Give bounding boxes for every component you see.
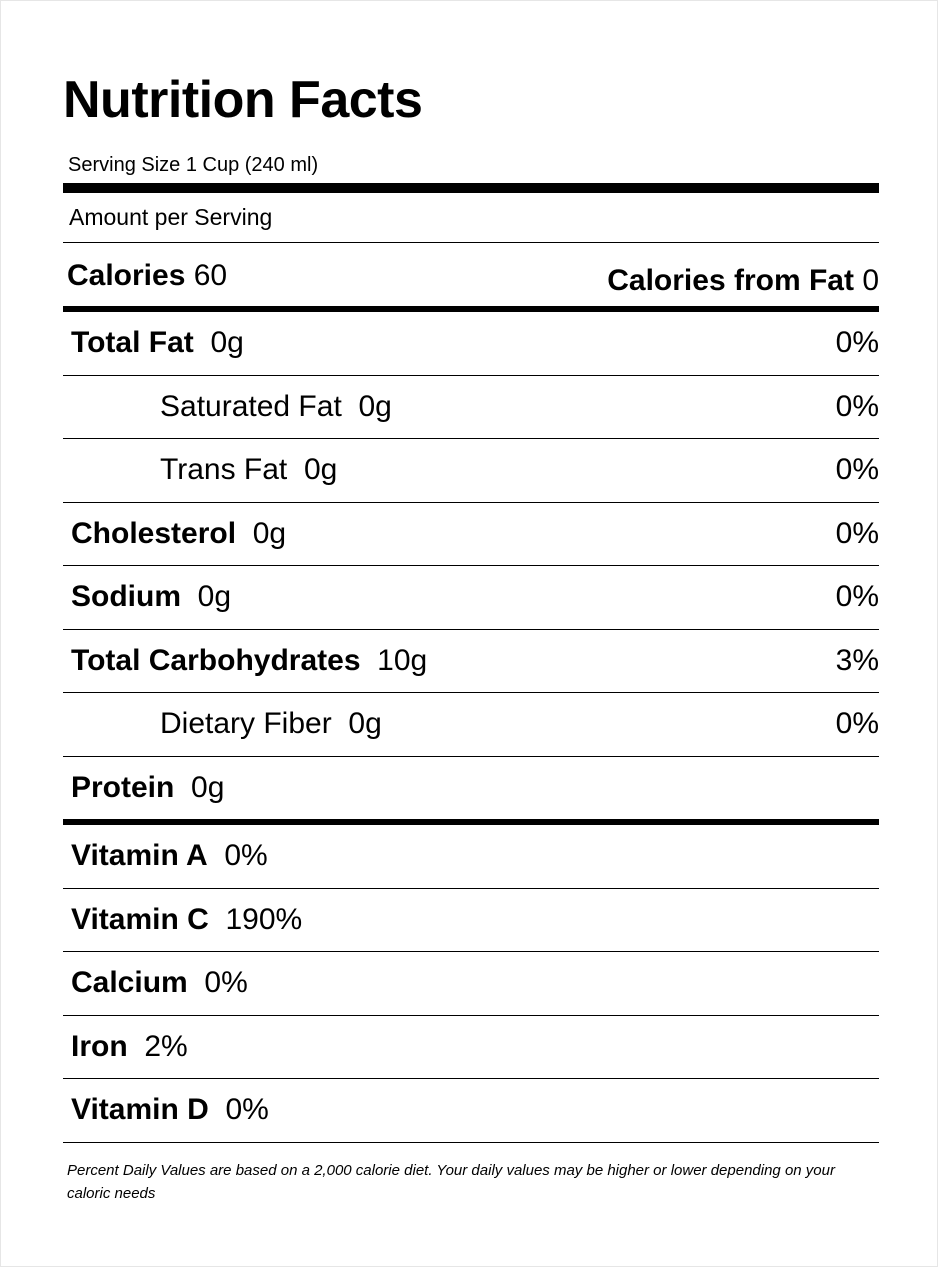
- nutrient-row: Calcium 0%: [63, 952, 879, 1016]
- daily-value: 3%: [835, 643, 879, 677]
- nutrient-name: Vitamin D: [71, 1093, 209, 1126]
- nutrient: Total Fat 0g: [71, 312, 244, 375]
- nutrient-name: Vitamin C: [71, 902, 209, 936]
- nutrient-row: Saturated Fat 0g 0%: [63, 376, 879, 439]
- calories: Calories 60: [67, 259, 227, 306]
- nutrient: Protein 0g: [71, 757, 224, 820]
- nutrient-amount: 190%: [225, 902, 303, 936]
- calories-from-fat-value: 0: [862, 264, 879, 297]
- nutrients: Total Fat 0g 0% Saturated Fat 0g 0% Trans Fa…: [63, 312, 879, 825]
- daily-value: 0%: [835, 389, 879, 423]
- nutrient-amount: 0%: [225, 1093, 269, 1126]
- nutrient-row: Vitamin C 190%: [63, 889, 879, 952]
- nutrient-name: Total Carbohydrates: [71, 643, 361, 677]
- calories-label: Calories: [67, 259, 186, 292]
- nutrient: Sodium 0g: [71, 566, 231, 629]
- footnote: Percent Daily Values are based on a 2,00…: [67, 1161, 835, 1202]
- nutrient-name: Vitamin A: [71, 839, 208, 872]
- nutrient-name: Total Fat: [71, 326, 194, 359]
- calories-from-fat-label: Calories from Fat: [607, 264, 854, 297]
- nutrient-amount: 10g: [377, 643, 428, 677]
- nutrient-name: Calcium: [71, 966, 188, 999]
- calories-value: 60: [193, 259, 228, 292]
- amount-per-serving: Amount per Serving: [63, 193, 879, 243]
- nutrient: Saturated Fat 0g: [160, 376, 392, 439]
- nutrient: Vitamin A 0%: [71, 825, 268, 888]
- nutrient-amount: 0%: [224, 839, 268, 872]
- nutrient-row: Vitamin D 0%: [63, 1079, 879, 1143]
- nutrient-amount: 0g: [197, 580, 232, 613]
- nutrient-row: Cholesterol 0g 0%: [63, 503, 879, 566]
- calories-from-fat: Calories from Fat 0: [607, 264, 879, 306]
- daily-value: 0%: [835, 453, 879, 486]
- nutrition-label: Nutrition Facts Serving Size 1 Cup (240 …: [63, 70, 879, 1205]
- daily-value: 0%: [835, 516, 879, 550]
- nutrient-amount: 2%: [144, 1029, 188, 1063]
- nutrient-name: Protein: [71, 770, 175, 804]
- nutrient-row: Trans Fat 0g 0%: [63, 439, 879, 503]
- nutrient-row: Total Carbohydrates 10g 3%: [63, 630, 879, 693]
- nutrient-amount: 0g: [191, 770, 225, 804]
- nutrient: Vitamin D 0%: [71, 1079, 269, 1142]
- nutrient: Total Carbohydrates 10g: [71, 630, 427, 693]
- daily-value: 0%: [835, 707, 879, 740]
- nutrient-name: Sodium: [71, 580, 181, 613]
- nutrient: Vitamin C 190%: [71, 889, 302, 952]
- nutrient-row: Vitamin A 0%: [63, 825, 879, 889]
- nutrient-name: Iron: [71, 1029, 128, 1063]
- nutrient-row: Sodium 0g 0%: [63, 566, 879, 630]
- nutrient-name: Trans Fat: [160, 453, 288, 486]
- nutrient: Calcium 0%: [71, 952, 248, 1015]
- nutrient-row: Total Fat 0g 0%: [63, 312, 879, 376]
- nutrient-name: Saturated Fat: [160, 389, 342, 423]
- nutrient-amount: 0g: [252, 516, 287, 550]
- nutrient-amount: 0g: [358, 389, 392, 423]
- nutrient-amount: 0%: [204, 966, 248, 999]
- nutrient-amount: 0g: [303, 453, 338, 486]
- daily-value: 0%: [835, 326, 879, 359]
- nutrient: Dietary Fiber 0g: [160, 693, 382, 756]
- daily-value: 0%: [835, 580, 879, 613]
- nutrient-name: Dietary Fiber: [160, 707, 332, 740]
- nutrient: Cholesterol 0g: [71, 503, 286, 566]
- nutrient: Trans Fat 0g: [160, 439, 337, 502]
- thick-rule: [63, 183, 879, 193]
- vitamins: Vitamin A 0% Vitamin C 190% Calcium 0% Iron…: [63, 825, 879, 1143]
- nutrient-row: Protein 0g: [63, 757, 879, 825]
- calories-row: Calories 60 Calories from Fat 0: [63, 243, 879, 312]
- nutrient-row: Dietary Fiber 0g 0%: [63, 693, 879, 757]
- nutrient-amount: 0g: [348, 707, 382, 740]
- title: Nutrition Facts: [63, 71, 423, 129]
- nutrient-name: Cholesterol: [71, 516, 237, 550]
- nutrient: Iron 2%: [71, 1016, 188, 1079]
- nutrient-amount: 0g: [210, 326, 244, 359]
- nutrient-row: Iron 2%: [63, 1016, 879, 1079]
- serving-size: Serving Size 1 Cup (240 ml): [68, 154, 319, 176]
